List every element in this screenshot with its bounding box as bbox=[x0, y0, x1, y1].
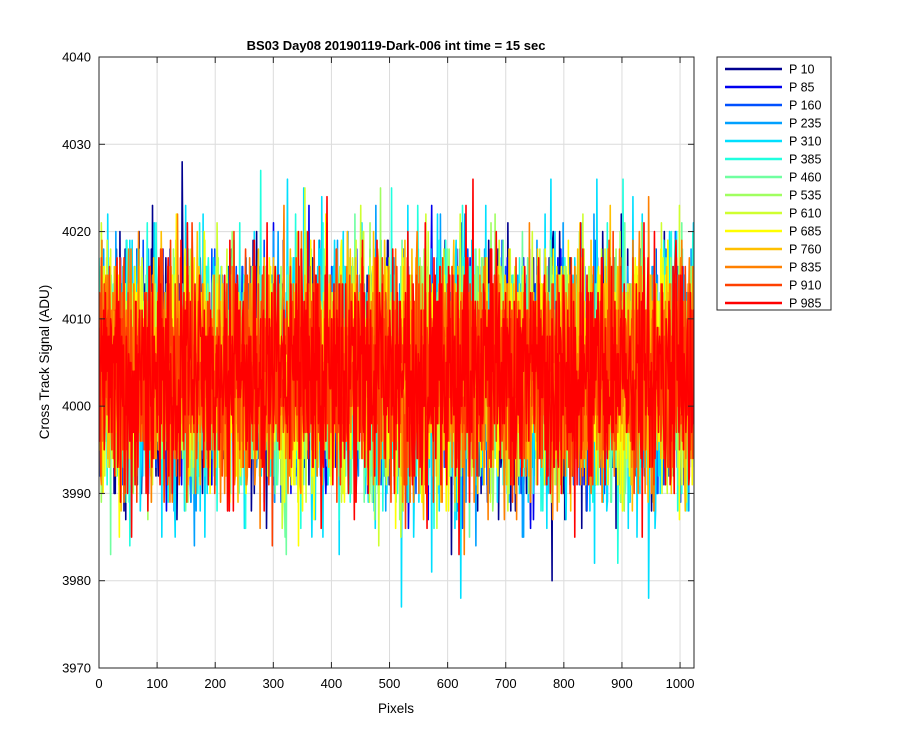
y-tick-label: 4010 bbox=[62, 311, 91, 326]
y-axis-ticks: 3970 3980 3990 4000 4010 4020 4030 4040 bbox=[62, 50, 694, 676]
legend-label: P 685 bbox=[789, 225, 821, 239]
x-axis-ticks: 0 100 200 300 400 500 600 700 800 900 1000 bbox=[95, 57, 695, 691]
x-tick-label: 600 bbox=[437, 676, 459, 691]
x-tick-label: 400 bbox=[321, 676, 343, 691]
legend-label: P 235 bbox=[789, 117, 821, 131]
legend-label: P 10 bbox=[789, 63, 815, 77]
x-tick-label: 500 bbox=[379, 676, 401, 691]
x-tick-label: 900 bbox=[611, 676, 633, 691]
y-tick-label: 3970 bbox=[62, 661, 91, 676]
legend-label: P 835 bbox=[789, 261, 821, 275]
x-tick-label: 0 bbox=[95, 676, 102, 691]
x-tick-label: 700 bbox=[495, 676, 517, 691]
y-axis-label: Cross Track Signal (ADU) bbox=[37, 285, 52, 440]
legend-label: P 910 bbox=[789, 279, 821, 293]
plot-area-frame bbox=[98, 56, 695, 669]
legend-label: P 85 bbox=[789, 81, 815, 95]
y-tick-label: 4030 bbox=[62, 137, 91, 152]
chart-title: BS03 Day08 20190119-Dark-006 int time = … bbox=[247, 38, 546, 53]
y-tick-label: 4020 bbox=[62, 224, 91, 239]
legend-label: P 460 bbox=[789, 171, 821, 185]
y-tick-label: 4000 bbox=[62, 399, 91, 414]
x-tick-label: 200 bbox=[204, 676, 226, 691]
y-tick-label: 3980 bbox=[62, 573, 91, 588]
y-tick-label: 4040 bbox=[62, 50, 91, 65]
legend: P 10 P 85 P 160 P 235 P 310 P 385 P 460 P 535 P … bbox=[716, 56, 832, 311]
x-tick-label: 800 bbox=[553, 676, 575, 691]
x-tick-label: 1000 bbox=[666, 676, 695, 691]
series-layer bbox=[99, 160, 694, 608]
series-line bbox=[99, 178, 694, 556]
y-tick-label: 3990 bbox=[62, 486, 91, 501]
legend-label: P 610 bbox=[789, 207, 821, 221]
legend-label: P 760 bbox=[789, 243, 821, 257]
legend-label: P 535 bbox=[789, 189, 821, 203]
x-tick-label: 300 bbox=[262, 676, 284, 691]
legend-label: P 985 bbox=[789, 297, 821, 311]
legend-label: P 385 bbox=[789, 153, 821, 167]
x-tick-label: 100 bbox=[146, 676, 168, 691]
x-axis-label: Pixels bbox=[378, 701, 414, 716]
legend-label: P 310 bbox=[789, 135, 821, 149]
legend-label: P 160 bbox=[789, 99, 821, 113]
